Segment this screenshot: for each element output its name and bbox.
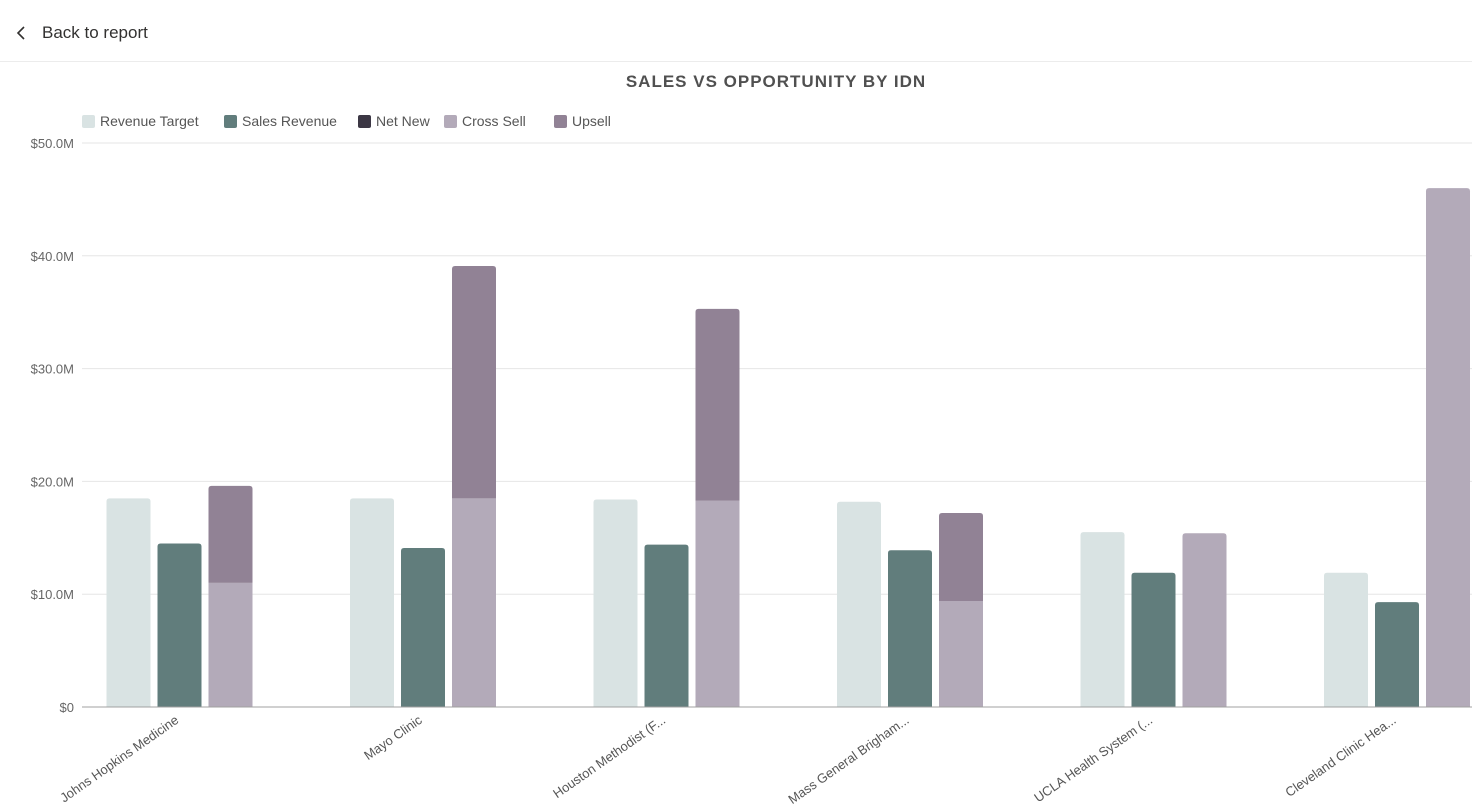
y-tick-label: $20.0M bbox=[31, 474, 74, 489]
bar-upsell-mass-general-brigham[interactable] bbox=[939, 512, 983, 601]
chevron-left-icon bbox=[6, 18, 36, 48]
bar-cross-sell-mayo-clinic[interactable] bbox=[452, 498, 496, 707]
legend-item-sales-revenue[interactable]: Sales Revenue bbox=[224, 112, 337, 130]
bar-revenue-target-houston-methodist-f[interactable] bbox=[593, 499, 638, 707]
bar-sales-revenue-johns-hopkins-medicine[interactable] bbox=[157, 543, 202, 707]
legend-item-upsell[interactable]: Upsell bbox=[554, 112, 611, 130]
y-tick-label: $50.0M bbox=[31, 136, 74, 151]
legend-swatch-cross-sell bbox=[444, 114, 457, 128]
bar-revenue-target-mass-general-brigham[interactable] bbox=[837, 501, 881, 707]
legend-item-cross-sell[interactable]: Cross Sell bbox=[444, 112, 526, 130]
bar-upsell-mayo-clinic[interactable] bbox=[452, 265, 496, 499]
y-tick-label: $10.0M bbox=[31, 587, 74, 602]
bar-sales-revenue-mass-general-brigham[interactable] bbox=[888, 550, 932, 707]
x-tick-label: UCLA Health System (... bbox=[1031, 712, 1155, 805]
legend-label-upsell: Upsell bbox=[572, 113, 611, 129]
bar-cross-sell-ucla-health-system[interactable] bbox=[1182, 533, 1227, 707]
legend-swatch-sales-revenue bbox=[224, 114, 237, 128]
bar-sales-revenue-cleveland-clinic-hea[interactable] bbox=[1375, 602, 1419, 707]
y-tick-label: $40.0M bbox=[31, 249, 74, 264]
bar-sales-revenue-houston-methodist-f[interactable] bbox=[644, 544, 689, 707]
bar-revenue-target-ucla-health-system[interactable] bbox=[1080, 532, 1125, 707]
legend-label-sales-revenue: Sales Revenue bbox=[242, 113, 337, 129]
chart-title: SALES VS OPPORTUNITY BY IDN bbox=[625, 72, 927, 91]
x-tick-label: Mass General Brigham... bbox=[785, 712, 911, 807]
bar-cross-sell-houston-methodist-f[interactable] bbox=[695, 500, 740, 707]
x-tick-label: Johns Hopkins Medicine bbox=[57, 712, 181, 805]
legend-item-net-new[interactable]: Net New bbox=[358, 112, 430, 130]
bar-cross-sell-mass-general-brigham[interactable] bbox=[939, 600, 983, 707]
legend-label-net-new: Net New bbox=[376, 113, 430, 129]
top-bar: Back to report bbox=[0, 0, 1472, 62]
legend-label-cross-sell: Cross Sell bbox=[462, 113, 526, 129]
y-tick-label: $0 bbox=[60, 700, 74, 715]
legend-item-revenue-target[interactable]: Revenue Target bbox=[82, 112, 199, 130]
bar-cross-sell-cleveland-clinic-hea[interactable] bbox=[1426, 188, 1470, 707]
bar-revenue-target-johns-hopkins-medicine[interactable] bbox=[106, 498, 151, 707]
bar-sales-revenue-ucla-health-system[interactable] bbox=[1131, 572, 1176, 707]
bar-cross-sell-johns-hopkins-medicine[interactable] bbox=[208, 582, 253, 707]
legend-label-revenue-target: Revenue Target bbox=[100, 113, 199, 129]
x-tick-label: Houston Methodist (F... bbox=[550, 712, 668, 801]
bar-revenue-target-cleveland-clinic-hea[interactable] bbox=[1324, 572, 1368, 707]
y-tick-label: $30.0M bbox=[31, 362, 74, 377]
x-tick-label: Cleveland Clinic Hea... bbox=[1282, 712, 1398, 800]
x-tick-label: Mayo Clinic bbox=[361, 712, 425, 763]
bar-upsell-houston-methodist-f[interactable] bbox=[695, 308, 740, 501]
bar-revenue-target-mayo-clinic[interactable] bbox=[350, 498, 394, 707]
legend-swatch-revenue-target bbox=[82, 114, 95, 128]
bar-sales-revenue-mayo-clinic[interactable] bbox=[401, 547, 445, 707]
back-to-report-label: Back to report bbox=[42, 23, 148, 42]
back-to-report-button[interactable]: Back to report bbox=[6, 18, 148, 48]
bar-upsell-johns-hopkins-medicine[interactable] bbox=[208, 485, 253, 583]
legend-swatch-net-new bbox=[358, 114, 371, 128]
legend-swatch-upsell bbox=[554, 114, 567, 128]
